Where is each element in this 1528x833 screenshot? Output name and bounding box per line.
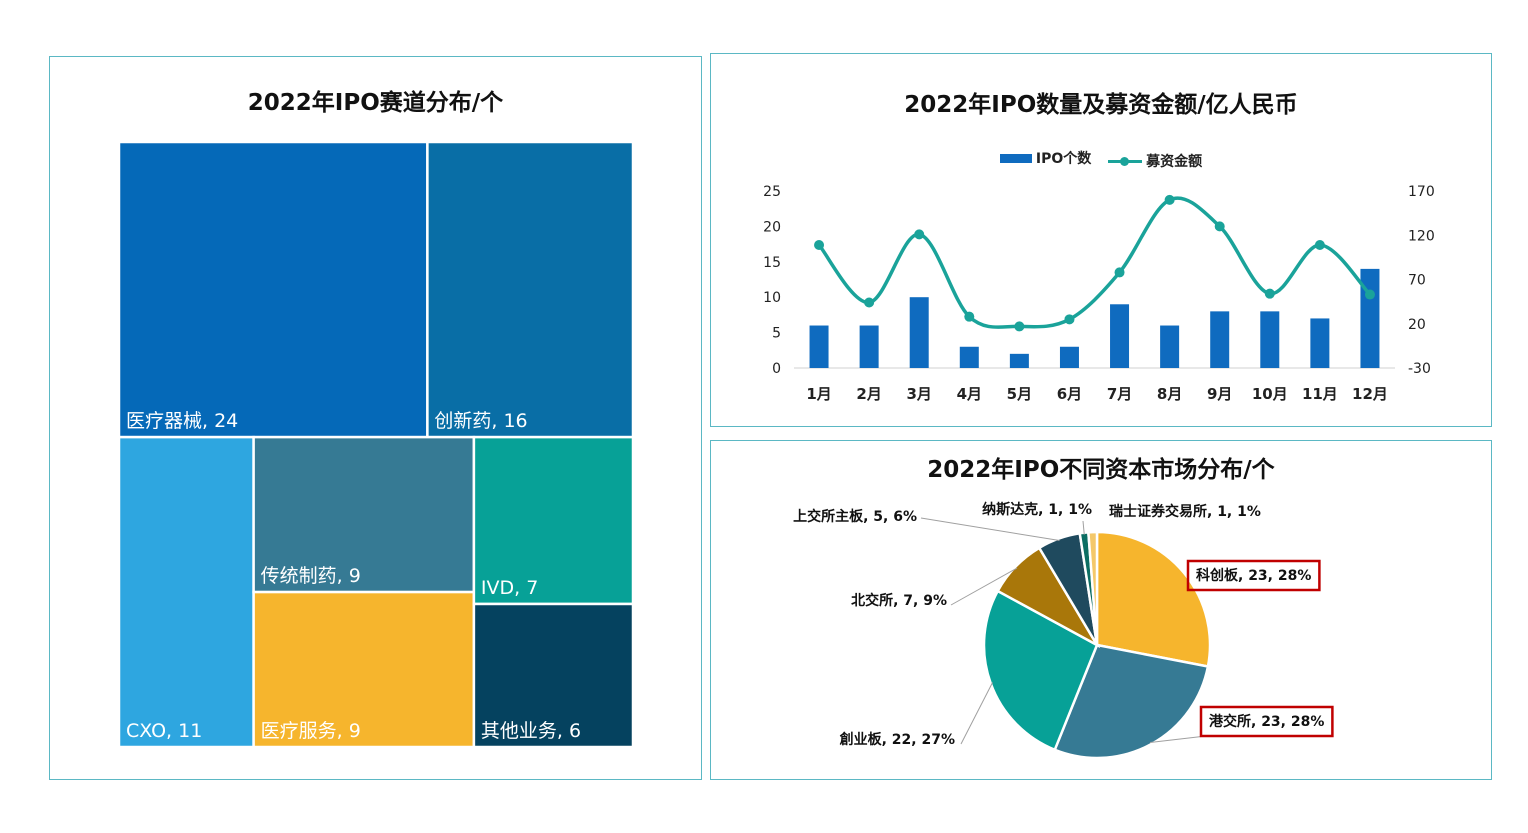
treemap-label-CXO: CXO, 11 <box>126 720 202 742</box>
line-point-8 <box>1164 194 1175 205</box>
bar-10 <box>1260 311 1280 368</box>
line-series-fundraising <box>817 196 1372 329</box>
pie-label-纳斯达克: 纳斯达克, 1, 1% <box>982 501 1092 518</box>
x-tick-5: 5月 <box>1007 385 1032 403</box>
pie-slice-瑞士证券交易所 <box>1087 530 1099 646</box>
y-right-tick-170: 170 <box>1408 184 1435 200</box>
line-point-5 <box>1014 321 1025 332</box>
line-point-9 <box>1214 221 1225 232</box>
combo-chart-panel: 2022年IPO数量及募资金额/亿人民币 IPO个数 募资金额 0 5 10 15 20… <box>710 53 1492 427</box>
line-point-1 <box>814 239 825 250</box>
x-tick-3: 3月 <box>906 385 931 403</box>
x-tick-8: 8月 <box>1157 385 1182 403</box>
pie-label-科创板: 科创板, 23, 28% <box>1196 567 1311 584</box>
pie-leader-上交所主板 <box>920 517 1060 542</box>
y-right-tick-120: 120 <box>1408 228 1435 244</box>
line-point-10 <box>1264 288 1275 299</box>
line-point-7 <box>1114 267 1125 278</box>
treemap-tile-传统制药 <box>252 435 476 594</box>
pie-label-创业板: 創业板, 22, 27% <box>839 731 955 748</box>
y-left-tick-20: 20 <box>763 219 781 235</box>
y-left-tick-10: 10 <box>763 290 781 306</box>
combo-legend: IPO个数 募资金额 <box>711 148 1491 171</box>
treemap-label-创新药: 创新药, 16 <box>434 410 527 432</box>
line-point-2 <box>864 297 875 308</box>
treemap-label-IVD: IVD, 7 <box>481 577 538 599</box>
legend-line-label: 募资金额 <box>1146 154 1203 170</box>
treemap-chart: 医疗器械, 24 创新药, 16 CXO, 11 传统制药, 9 医疗服务, 9 IVD,… <box>117 140 635 749</box>
x-tick-2: 2月 <box>856 385 881 403</box>
line-point-3 <box>914 229 925 240</box>
x-tick-12: 12月 <box>1352 385 1388 403</box>
y-right-tick-neg30: -30 <box>1408 361 1431 377</box>
bar-4 <box>959 346 979 368</box>
x-tick-10: 10月 <box>1252 385 1288 403</box>
bar-8 <box>1160 325 1180 368</box>
treemap-title: 2022年IPO赛道分布/个 <box>247 90 504 116</box>
line-point-12 <box>1364 289 1375 300</box>
x-tick-7: 7月 <box>1107 385 1132 403</box>
y-left-tick-15: 15 <box>763 255 781 271</box>
combo-chart-title: 2022年IPO数量及募资金额/亿人民币 <box>904 92 1298 118</box>
bar-3 <box>909 297 929 368</box>
x-tick-6: 6月 <box>1057 385 1082 403</box>
legend-bar-label: IPO个数 <box>1035 151 1092 167</box>
pie-leader-港交所 <box>1149 735 1207 744</box>
line-point-4 <box>964 311 975 322</box>
combo-chart: 0 5 10 15 20 25 -30 20 70 120 170 1月 2月 3月 4月 5月 6月 7月 8月 9… <box>763 184 1435 403</box>
x-tick-11: 11月 <box>1302 385 1338 403</box>
pie-highlight-box-港交所 <box>1199 705 1334 738</box>
pie-label-北交所: 北交所, 7, 9% <box>851 592 947 609</box>
treemap-label-医疗服务: 医疗服务, 9 <box>261 720 361 742</box>
pie-slice-港交所 <box>1053 643 1210 760</box>
legend-item-line: 募资金额 <box>1108 151 1202 171</box>
line-point-11 <box>1314 239 1325 250</box>
treemap-tile-CXO <box>117 435 255 749</box>
pie-leader-纳斯达克 <box>1082 520 1085 535</box>
bar-9 <box>1210 311 1230 368</box>
pie-slice-科创板 <box>1095 530 1212 668</box>
pie-title: 2022年IPO不同资本市场分布/个 <box>927 457 1275 483</box>
treemap-label-传统制药: 传统制药, 9 <box>261 565 361 587</box>
pie-label-瑞士证券交易所: 瑞士证券交易所, 1, 1% <box>1109 503 1261 520</box>
bar-5 <box>1009 353 1029 368</box>
treemap-panel: 2022年IPO赛道分布/个 医疗器械, 24 创新药, 16 CXO, 11 传统制… <box>49 56 702 780</box>
treemap-tile-创新药 <box>426 140 635 439</box>
bar-6 <box>1059 346 1079 368</box>
bar-7 <box>1110 304 1130 368</box>
bar-11 <box>1310 318 1330 368</box>
treemap-label-医疗器械: 医疗器械, 24 <box>126 410 238 432</box>
pie-highlight-box-科创板 <box>1186 559 1321 592</box>
legend-item-bar: IPO个数 <box>999 148 1092 168</box>
treemap-tile-医疗服务 <box>252 590 476 749</box>
treemap-label-其他业务: 其他业务, 6 <box>481 720 581 742</box>
bar-1 <box>809 325 829 368</box>
legend-line-swatch <box>1108 156 1143 166</box>
treemap-tile-IVD <box>472 435 635 606</box>
y-right-tick-20: 20 <box>1408 317 1426 333</box>
x-tick-9: 9月 <box>1207 385 1232 403</box>
pie-label-港交所: 港交所, 23, 28% <box>1209 713 1324 730</box>
pie-chart: 科创板, 23, 28% 港交所, 23, 28% 創业板, 22, 27% 北交所,… <box>793 501 1334 760</box>
y-left-tick-5: 5 <box>772 326 781 342</box>
x-tick-1: 1月 <box>806 385 831 403</box>
treemap-tile-医疗器械 <box>117 140 429 439</box>
y-left-tick-0: 0 <box>772 361 781 377</box>
y-right-tick-70: 70 <box>1408 273 1426 289</box>
pie-panel: 2022年IPO不同资本市场分布/个 科创板, 23, 28% 港交所, 23, … <box>710 440 1492 780</box>
line-point-6 <box>1064 314 1075 325</box>
pie-leader-创业板 <box>960 682 993 745</box>
treemap-tile-其他业务 <box>472 602 635 749</box>
x-tick-4: 4月 <box>957 385 982 403</box>
y-left-tick-25: 25 <box>763 184 781 200</box>
pie-leader-北交所 <box>950 567 1018 606</box>
bar-2 <box>859 325 879 368</box>
pie-label-上交所主板: 上交所主板, 5, 6% <box>793 508 917 525</box>
legend-bar-swatch <box>999 153 1032 163</box>
